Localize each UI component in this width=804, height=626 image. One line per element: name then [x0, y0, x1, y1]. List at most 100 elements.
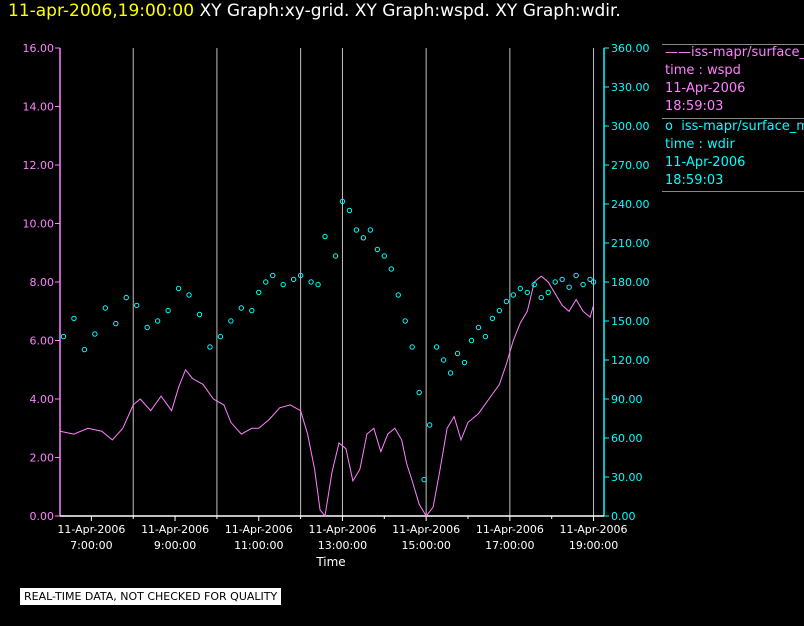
wdir-point — [339, 198, 346, 205]
wdir-point — [71, 315, 77, 322]
right-tick-label: 90.00 — [611, 393, 643, 406]
wdir-point — [489, 315, 496, 322]
legend-wspd-time: 18:59:03 — [665, 99, 724, 114]
wdir-series — [60, 198, 597, 483]
right-tick-label: 360.00 — [611, 42, 650, 55]
wdir-point — [440, 357, 447, 363]
wdir-point — [402, 318, 408, 324]
wdir-point — [196, 311, 203, 318]
wdir-point — [175, 285, 182, 292]
x-tick-date: 11-Apr-2006 — [476, 523, 544, 536]
wdir-point — [134, 302, 140, 309]
wdir-point — [367, 227, 374, 233]
wdir-point — [353, 227, 360, 233]
wdir-point — [113, 320, 119, 327]
wdir-point — [322, 233, 328, 240]
x-tick-date: 11-Apr-2006 — [141, 523, 209, 536]
legend-wdir-date: 11-Apr-2006 — [665, 155, 746, 170]
right-tick-label: 150.00 — [611, 315, 650, 328]
legend-wdir-time: 18:59:03 — [665, 173, 724, 188]
wdir-point — [433, 344, 440, 350]
legend-wspd-name: ——iss-mapr/surface_m — [665, 45, 804, 60]
wdir-point — [482, 333, 489, 340]
wdir-point — [270, 272, 276, 279]
right-tick-label: 300.00 — [611, 120, 650, 133]
wdir-point — [573, 272, 579, 279]
wspd-line — [59, 275, 594, 518]
right-tick-label: 180.00 — [611, 276, 650, 289]
wdir-point — [81, 346, 88, 353]
right-tick-label: 240.00 — [611, 198, 650, 211]
left-tick-label: 2.00 — [30, 452, 55, 465]
legend: ——iss-mapr/surface_m time : wspd 11-Apr-… — [662, 44, 804, 192]
x-tick-time: 7:00:00 — [70, 539, 112, 552]
wdir-point — [461, 359, 468, 366]
wdir-point — [447, 370, 454, 376]
wdir-point — [388, 266, 394, 272]
wdir-point — [238, 305, 245, 311]
legend-line-marker: —— — [665, 45, 691, 60]
right-tick-label: 60.00 — [611, 432, 643, 445]
wdir-point — [165, 307, 171, 314]
wdir-point — [263, 279, 269, 285]
legend-entry-wdir: o iss-mapr/surface_m time : wdir 11-Apr-… — [662, 118, 804, 192]
wdir-point — [297, 272, 304, 279]
quality-notice: REAL-TIME DATA, NOT CHECKED FOR QUALITY — [20, 588, 282, 605]
wdir-point — [545, 289, 551, 296]
wdir-point — [249, 307, 255, 314]
wdir-point — [207, 344, 213, 350]
wdir-point — [531, 281, 537, 288]
x-tick-date: 11-Apr-2006 — [392, 523, 460, 536]
wdir-point — [217, 333, 224, 340]
wdir-point — [510, 292, 517, 298]
left-tick-label: 8.00 — [30, 276, 55, 289]
wdir-point — [524, 289, 530, 296]
legend-wspd-axis: time : wspd — [665, 63, 741, 78]
wdir-point — [552, 279, 558, 285]
wdir-point — [503, 298, 510, 305]
wdir-point — [308, 279, 314, 285]
x-tick-time: 19:00:00 — [569, 539, 618, 552]
wdir-point — [144, 324, 150, 331]
vertical-grid — [132, 48, 595, 516]
x-tick-date: 11-Apr-2006 — [308, 523, 376, 536]
x-axis-label: Time — [315, 555, 345, 569]
left-tick-label: 0.00 — [30, 510, 55, 523]
wdir-point — [92, 331, 98, 337]
wdir-point — [580, 281, 586, 288]
wdir-point — [517, 285, 524, 292]
wdir-point — [587, 276, 593, 283]
wdir-point — [496, 307, 503, 314]
right-tick-label: 120.00 — [611, 354, 650, 367]
wdir-point — [102, 305, 109, 311]
left-tick-label: 6.00 — [30, 335, 55, 348]
x-tick-date: 11-Apr-2006 — [560, 523, 628, 536]
wspd-series — [59, 275, 594, 518]
wdir-point — [416, 389, 422, 396]
wdir-point — [421, 476, 427, 483]
wdir-point — [256, 289, 262, 296]
wdir-point — [290, 276, 297, 283]
legend-wdir-axis: time : wdir — [665, 137, 735, 152]
wdir-point — [346, 207, 353, 214]
x-tick-time: 13:00:00 — [318, 539, 367, 552]
left-tick-label: 4.00 — [30, 393, 55, 406]
x-tick-time: 9:00:00 — [154, 539, 196, 552]
wdir-point — [395, 292, 401, 298]
chart-header: 11-apr-2006,19:00:00 XY Graph:xy-grid. X… — [8, 0, 621, 24]
header-graph-titles: XY Graph:xy-grid. XY Graph:wspd. XY Grap… — [199, 1, 621, 21]
wdir-point — [280, 281, 286, 288]
wdir-point — [315, 281, 321, 288]
wdir-point — [409, 344, 415, 350]
wdir-point — [381, 253, 388, 259]
wdir-point — [566, 284, 572, 290]
x-tick-date: 11-Apr-2006 — [225, 523, 293, 536]
header-timestamp: 11-apr-2006,19:00:00 — [8, 1, 195, 21]
wdir-point — [360, 235, 367, 241]
legend-circle-marker: o — [665, 119, 673, 134]
wdir-point — [538, 294, 544, 301]
x-tick-time: 15:00:00 — [401, 539, 450, 552]
wdir-point — [374, 246, 381, 253]
axes: 0.00 2.00 4.00 6.00 8.00 10.00 12.00 14.00 16.00… — [23, 42, 650, 552]
